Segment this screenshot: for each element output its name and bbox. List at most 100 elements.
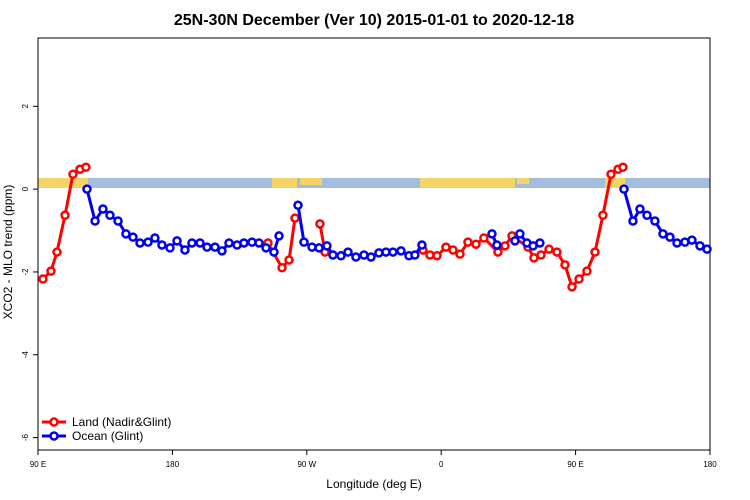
data-point (328, 250, 338, 260)
y-tick-label: -2 (21, 268, 30, 276)
data-point (239, 238, 249, 248)
data-point (702, 244, 712, 254)
data-point (695, 241, 705, 251)
legend-label: Ocean (Glint) (72, 429, 143, 443)
data-point (68, 169, 78, 179)
data-point (202, 242, 212, 252)
x-tick-label: 180 (703, 460, 717, 469)
data-point (90, 216, 100, 226)
y-axis-label: XCO2 - MLO trend (ppm) (1, 185, 15, 320)
data-point (52, 247, 62, 257)
data-point (135, 238, 145, 248)
y-tick-label: 2 (21, 104, 30, 109)
data-point (536, 250, 546, 260)
data-point (552, 247, 562, 257)
data-point (618, 162, 628, 172)
data-point (687, 235, 697, 245)
data-point (487, 229, 497, 239)
series-line (85, 188, 708, 259)
data-point (598, 210, 608, 220)
data-point (582, 266, 592, 276)
data-point (210, 242, 220, 252)
data-point (121, 229, 131, 239)
legend-marker (49, 431, 59, 441)
data-point (143, 237, 153, 247)
data-point (396, 246, 406, 256)
data-point (665, 232, 675, 242)
data-point (410, 250, 420, 260)
data-point (448, 245, 458, 255)
data-point (574, 274, 584, 284)
data-point (351, 252, 361, 262)
data-point (38, 274, 48, 284)
data-point (293, 200, 303, 211)
data-point (165, 243, 175, 253)
data-point (113, 216, 123, 226)
x-tick-label: 90 E (567, 460, 583, 469)
x-tick-label: 0 (439, 460, 444, 469)
data-point (290, 213, 300, 223)
x-axis-label: Longitude (deg E) (326, 477, 421, 491)
data-point (590, 247, 600, 257)
data-point (500, 241, 510, 251)
data-point (284, 255, 294, 265)
data-point (274, 231, 284, 241)
data-point (388, 247, 398, 257)
data-point (658, 229, 668, 239)
data-point (224, 238, 234, 248)
data-point (510, 236, 520, 246)
y-tick-label: -4 (21, 351, 30, 359)
data-point (172, 236, 182, 246)
data-point (315, 219, 325, 229)
data-point (187, 238, 197, 248)
data-point (336, 251, 346, 261)
data-point (128, 232, 138, 242)
data-point (672, 238, 682, 248)
data-point (455, 249, 465, 259)
data-point (60, 210, 70, 220)
data-point (635, 204, 645, 214)
y-tick-label: -6 (21, 433, 30, 441)
x-tick-label: 90 W (297, 460, 316, 469)
data-point (544, 244, 554, 254)
data-point (343, 247, 353, 257)
data-point (254, 238, 264, 248)
data-point (515, 229, 525, 239)
y-tick-label: 0 (21, 186, 30, 191)
data-point (366, 252, 376, 262)
land-mask-band (38, 178, 710, 188)
data-point (217, 246, 227, 256)
data-point (299, 237, 309, 247)
chart-title: 25N-30N December (Ver 10) 2015-01-01 to … (174, 12, 574, 29)
data-point (535, 238, 545, 248)
data-point (82, 184, 92, 194)
legend-label: Land (Nadir&Glint) (72, 415, 171, 429)
data-point (105, 210, 115, 220)
data-point (567, 282, 577, 292)
data-point (606, 169, 616, 179)
x-tick-label: 180 (166, 460, 180, 469)
x-tick-label: 90 E (30, 460, 46, 469)
data-point (432, 251, 442, 261)
data-point (157, 240, 167, 250)
data-point (560, 260, 570, 270)
data-point (322, 241, 332, 251)
data-point (619, 184, 629, 194)
data-point (471, 239, 481, 249)
data-point (650, 216, 660, 226)
plot-frame (37, 37, 711, 451)
data-point (492, 240, 502, 250)
data-point (81, 162, 91, 172)
data-point (261, 243, 271, 253)
data-point (417, 240, 427, 250)
data-point (46, 266, 56, 276)
data-point (314, 243, 324, 253)
data-point (277, 263, 287, 273)
legend-marker (49, 417, 59, 427)
data-point (479, 233, 489, 243)
data-point (150, 233, 160, 243)
data-point (98, 204, 108, 214)
data-point (180, 245, 190, 255)
data-point (642, 210, 652, 220)
